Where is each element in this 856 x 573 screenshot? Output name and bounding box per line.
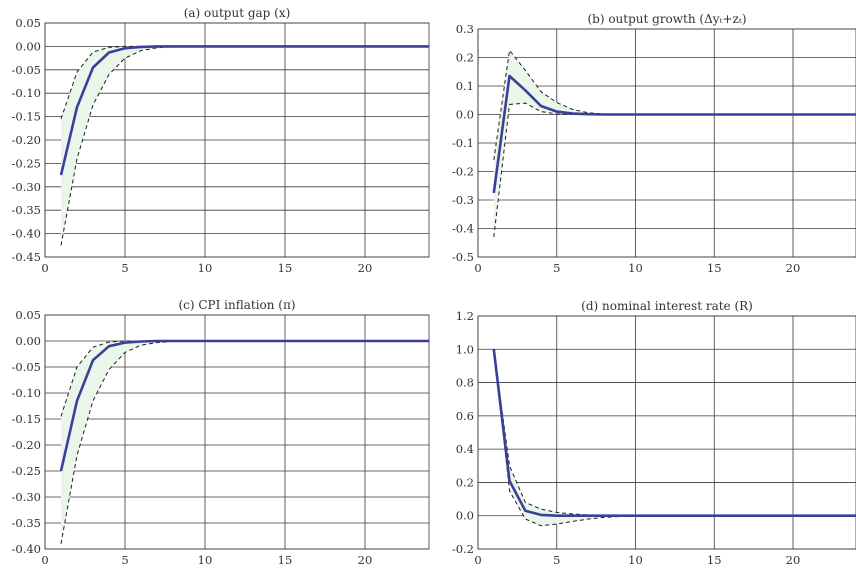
x-tick-label: 20 (786, 553, 801, 567)
x-tick-label: 5 (553, 553, 560, 567)
y-tick-label: -0.10 (12, 386, 42, 400)
x-tick-label: 0 (474, 553, 481, 567)
y-tick-label: 0.0 (456, 509, 474, 523)
y-tick-label: 0.05 (15, 308, 41, 322)
x-tick-label: 10 (628, 553, 643, 567)
y-tick-label: -0.5 (452, 250, 474, 264)
y-tick-label: -0.25 (12, 156, 42, 170)
panel-d: (d) nominal interest rate (R) -0.2 0.0 0.2 0… (452, 299, 856, 567)
y-tick-label: 0.3 (456, 22, 474, 36)
plot-frame (477, 315, 856, 550)
y-tick-label: 1.2 (456, 309, 474, 323)
x-tick-label: 5 (553, 261, 560, 275)
y-tick-label: -0.45 (12, 250, 42, 264)
y-tick-label: -0.40 (12, 227, 42, 241)
y-tick-label: -0.10 (12, 86, 42, 100)
x-tick-label: 5 (121, 553, 128, 567)
median-response-line (59, 45, 429, 176)
x-tick-label: 10 (628, 261, 643, 275)
y-tick-label: -0.1 (452, 136, 474, 150)
y-tick-label: -0.15 (12, 110, 42, 124)
x-tick-label: 0 (41, 553, 48, 567)
y-tick-label: -0.2 (452, 165, 474, 179)
y-tick-label: 0.8 (456, 376, 474, 390)
x-tick-label: 20 (358, 261, 373, 275)
panel-b: (b) output growth (Δyₜ+zₜ) -0.5 -0.4 -0.3 -0… (452, 12, 856, 275)
x-tick-label: 0 (41, 261, 48, 275)
panel-c-title: (c) CPI inflation (π) (178, 298, 295, 312)
y-tick-label: -0.30 (12, 180, 42, 194)
median-response-line (59, 339, 429, 472)
x-tick-label: 15 (278, 553, 293, 567)
median-response-line (492, 349, 856, 518)
y-tick-label: -0.35 (12, 516, 42, 530)
panel-d-title: (d) nominal interest rate (R) (581, 299, 753, 313)
x-tick-label: 5 (121, 261, 128, 275)
y-tick-label: 0.1 (456, 79, 474, 93)
y-tick-label: -0.35 (12, 203, 42, 217)
median-response-line (492, 74, 856, 194)
y-tick-label: 0.00 (15, 39, 41, 53)
plot-frame (477, 28, 856, 258)
x-tick-label: 20 (358, 553, 373, 567)
confidence-band (493, 50, 856, 238)
confidence-band (493, 349, 856, 526)
y-tick-label: 0.6 (456, 409, 474, 423)
y-tick-label: -0.2 (452, 542, 474, 556)
y-tick-label: -0.25 (12, 464, 42, 478)
y-tick-label: -0.4 (452, 222, 474, 236)
y-tick-label: -0.05 (12, 360, 42, 374)
x-tick-label: 10 (198, 261, 213, 275)
confidence-band (61, 341, 429, 544)
x-tick-label: 0 (474, 261, 481, 275)
y-tick-label: 1.0 (456, 342, 474, 356)
y-tick-label: 0.00 (15, 334, 41, 348)
lower-bound-line (493, 102, 856, 238)
x-tick-label: 15 (707, 553, 722, 567)
y-tick-label: -0.30 (12, 490, 42, 504)
x-tick-label: 15 (707, 261, 722, 275)
panel-b-title: (b) output growth (Δyₜ+zₜ) (587, 12, 746, 26)
y-tick-label: -0.15 (12, 412, 42, 426)
upper-bound-line (493, 349, 856, 517)
lower-bound-line (493, 349, 856, 527)
y-tick-label: -0.20 (12, 133, 42, 147)
y-tick-label: 0.2 (456, 51, 474, 65)
y-tick-label: 0.0 (456, 108, 474, 122)
panel-a: (a) output gap (x) -0.45 -0.40 -0.35 -0.30 -0… (12, 6, 430, 275)
plot-frame (44, 314, 430, 550)
x-tick-label: 15 (278, 261, 293, 275)
y-tick-label: 0.2 (456, 475, 474, 489)
y-tick-label: -0.05 (12, 63, 42, 77)
confidence-band (61, 46, 429, 246)
plot-frame (44, 22, 430, 258)
y-tick-label: -0.3 (452, 193, 474, 207)
y-tick-label: -0.40 (12, 542, 42, 556)
lower-bound-line (60, 45, 429, 246)
x-tick-label: 10 (198, 553, 213, 567)
panel-c: (c) CPI inflation (π) -0.40 -0.35 -0.30 -0.2… (12, 298, 430, 567)
x-tick-label: 20 (786, 261, 801, 275)
panel-a-title: (a) output gap (x) (184, 6, 291, 20)
lower-bound-line (60, 340, 429, 544)
y-tick-label: 0.4 (456, 442, 474, 456)
y-tick-label: -0.20 (12, 438, 42, 452)
y-tick-label: 0.05 (15, 16, 41, 30)
